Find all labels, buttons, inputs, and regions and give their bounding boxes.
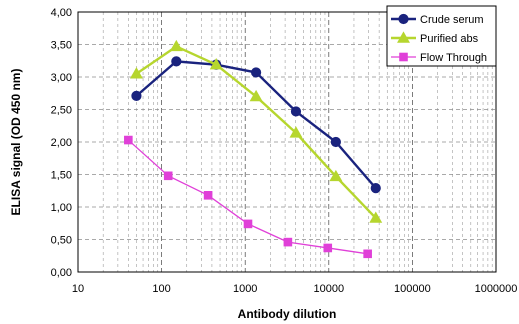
data-point [363,249,372,259]
y-tick-label: 2,50 [51,105,72,117]
y-tick-label: 2,00 [51,137,72,149]
plot-frame [77,11,497,273]
legend-swatch-marker [399,52,408,62]
data-point [369,211,383,223]
data-point [163,171,173,181]
data-point [243,219,253,229]
x-tick-label: 100 [152,283,170,295]
data-point [250,67,262,78]
data-point [209,58,223,70]
series-line [127,139,368,255]
x-tick-label: 1000 [233,283,257,295]
y-tick-label: 1,50 [51,170,72,182]
data-point [329,169,343,182]
y-tick-label: 3,00 [51,72,72,84]
data-point [171,56,182,67]
legend-label: Purified abs [420,33,479,45]
x-tick-label: 10 [72,283,84,295]
legend: Crude serum Purified abs Flow Through [386,5,497,67]
legend-entry: Crude serum [391,13,484,26]
x-tick-label: 100000 [394,283,431,295]
series-purified-abs [129,39,383,223]
data-point [330,136,341,148]
legend-label: Crude serum [420,14,484,26]
series-layer [124,39,383,259]
x-axis-title: Antibody dilution [238,307,337,321]
legend-swatch-marker [397,31,410,43]
y-tick-label: 3,50 [51,40,72,52]
data-point [129,67,143,79]
data-point [370,183,381,194]
series-crude-serum [131,56,381,194]
y-tick-label: 0,00 [51,267,72,279]
data-point [203,191,213,200]
series-flow-through [124,135,372,259]
data-point [131,90,142,101]
y-axis-title: ELISA signal (OD 450 nm) [9,69,23,216]
y-tick-label: 0,50 [51,235,72,247]
legend-swatch-marker [398,13,409,25]
x-tick-label: 1000000 [475,283,518,295]
data-point [289,126,303,138]
y-tick-label: 1,00 [51,202,72,214]
y-axis-ticks: 0,00 0,50 1,00 1,50 2,00 2,50 3,00 3,50 4,00 [51,7,72,279]
data-point [169,39,183,52]
x-axis-ticks: 10 100 1000 10000 100000 1000000 [72,283,518,295]
legend-entry: Flow Through [391,52,487,64]
x-tick-label: 10000 [314,283,345,295]
data-point [124,135,133,145]
legend-label: Flow Through [420,52,487,64]
data-point [290,106,302,117]
series-line [135,60,377,189]
legend-entry: Purified abs [391,31,479,45]
data-point [323,243,333,253]
data-point [249,89,263,102]
y-tick-label: 4,00 [51,7,72,19]
data-point [283,237,293,247]
